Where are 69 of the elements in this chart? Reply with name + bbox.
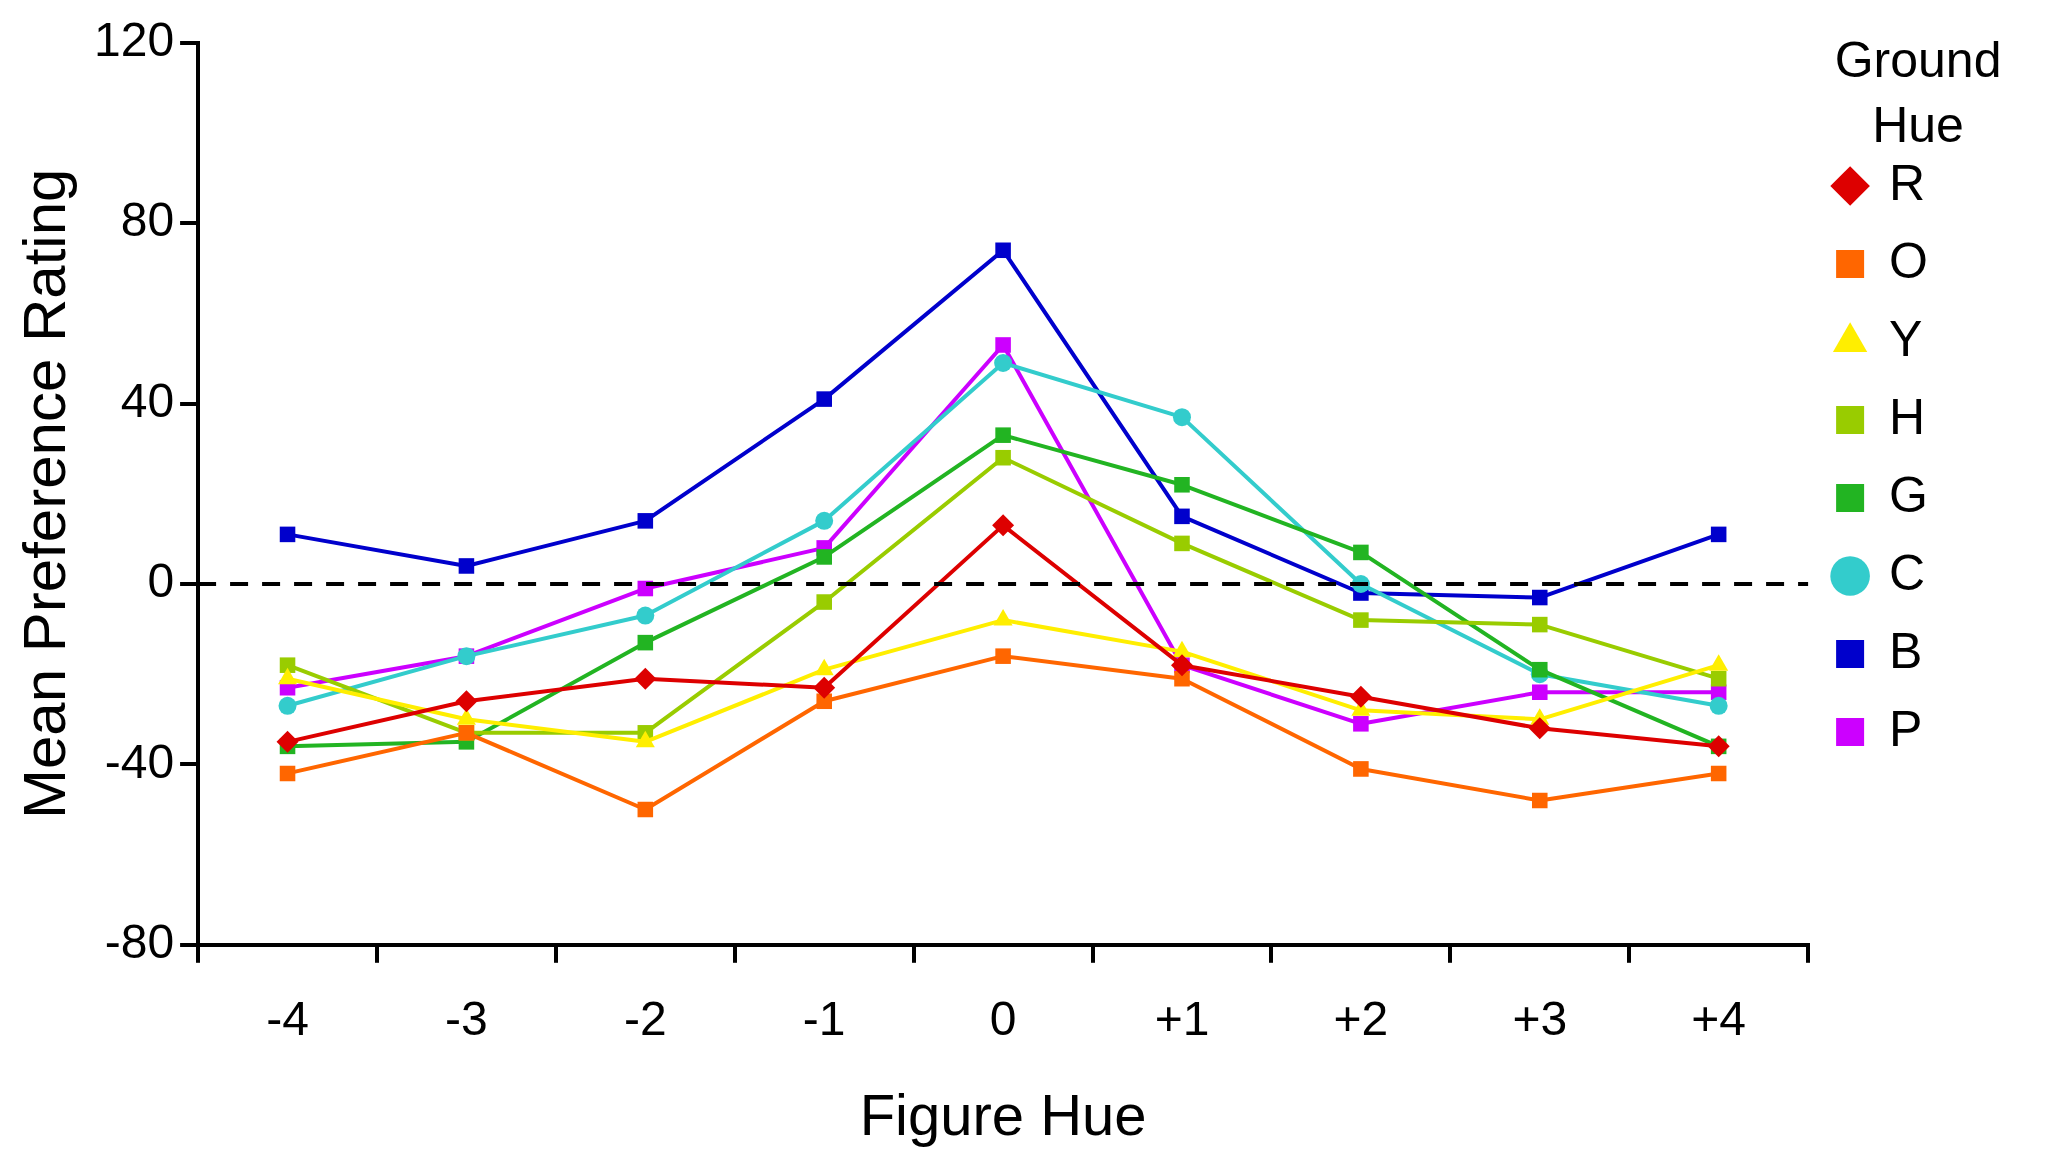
x-axis-title: Figure Hue [859, 1082, 1147, 1148]
point [1349, 685, 1372, 708]
point [815, 511, 834, 530]
x-tick-label: +4 [1691, 991, 1747, 1045]
point [279, 765, 296, 782]
legend-label: Y [1889, 310, 1923, 367]
point [1174, 535, 1190, 552]
point [995, 449, 1011, 466]
point [1174, 477, 1190, 493]
y-tick-label: 0 [147, 554, 175, 608]
point [1353, 612, 1369, 628]
point [276, 730, 299, 753]
point [816, 549, 832, 565]
point [1709, 696, 1728, 715]
y-axis-title: Mean Preference Rating [10, 168, 78, 819]
point [1531, 661, 1548, 678]
point [278, 696, 297, 715]
x-tick-label: -2 [623, 991, 667, 1045]
point [279, 657, 296, 673]
point [995, 242, 1011, 259]
legend-label: H [1889, 388, 1926, 445]
point [1353, 761, 1369, 777]
point [1172, 408, 1191, 427]
point [637, 634, 654, 651]
legend-label: O [1889, 232, 1929, 289]
point [634, 667, 657, 690]
point [1531, 616, 1548, 633]
point [995, 648, 1011, 664]
x-tick-label: +2 [1333, 991, 1389, 1045]
point [279, 526, 296, 543]
x-tick-label: 0 [989, 991, 1017, 1045]
y-tick-label: -80 [104, 915, 175, 969]
point [816, 594, 832, 610]
point [1531, 792, 1548, 809]
point [1174, 508, 1190, 525]
point [995, 427, 1011, 443]
legend-label: C [1889, 544, 1926, 601]
point [1353, 544, 1369, 561]
x-tick-label: +3 [1512, 991, 1568, 1045]
point [992, 514, 1015, 537]
y-tick-label: 120 [93, 13, 175, 67]
point [813, 676, 836, 699]
point [995, 337, 1011, 353]
legend-label: G [1889, 466, 1929, 523]
point [636, 606, 655, 625]
y-tick-label: 40 [120, 373, 175, 427]
point [1710, 526, 1727, 543]
x-tick-label: -1 [802, 991, 846, 1045]
point [1353, 716, 1369, 732]
x-tick-label: -4 [266, 991, 309, 1045]
point [637, 513, 654, 529]
point [994, 354, 1013, 373]
point [455, 690, 478, 713]
point [458, 558, 475, 574]
point [1531, 684, 1548, 701]
point [1528, 717, 1551, 740]
legend-label: P [1889, 700, 1923, 757]
legend-label: B [1889, 622, 1923, 679]
y-tick-label: 80 [120, 193, 175, 247]
point [1710, 670, 1727, 687]
point [1710, 765, 1727, 782]
point [816, 391, 832, 407]
y-tick-label: -40 [104, 734, 175, 788]
legend-label: R [1889, 154, 1926, 211]
x-tick-label: +1 [1154, 991, 1210, 1045]
point [637, 801, 654, 818]
x-tick-label: -3 [445, 991, 488, 1045]
legend-title: Ground Hue [1834, 31, 2002, 153]
point [1531, 589, 1548, 606]
